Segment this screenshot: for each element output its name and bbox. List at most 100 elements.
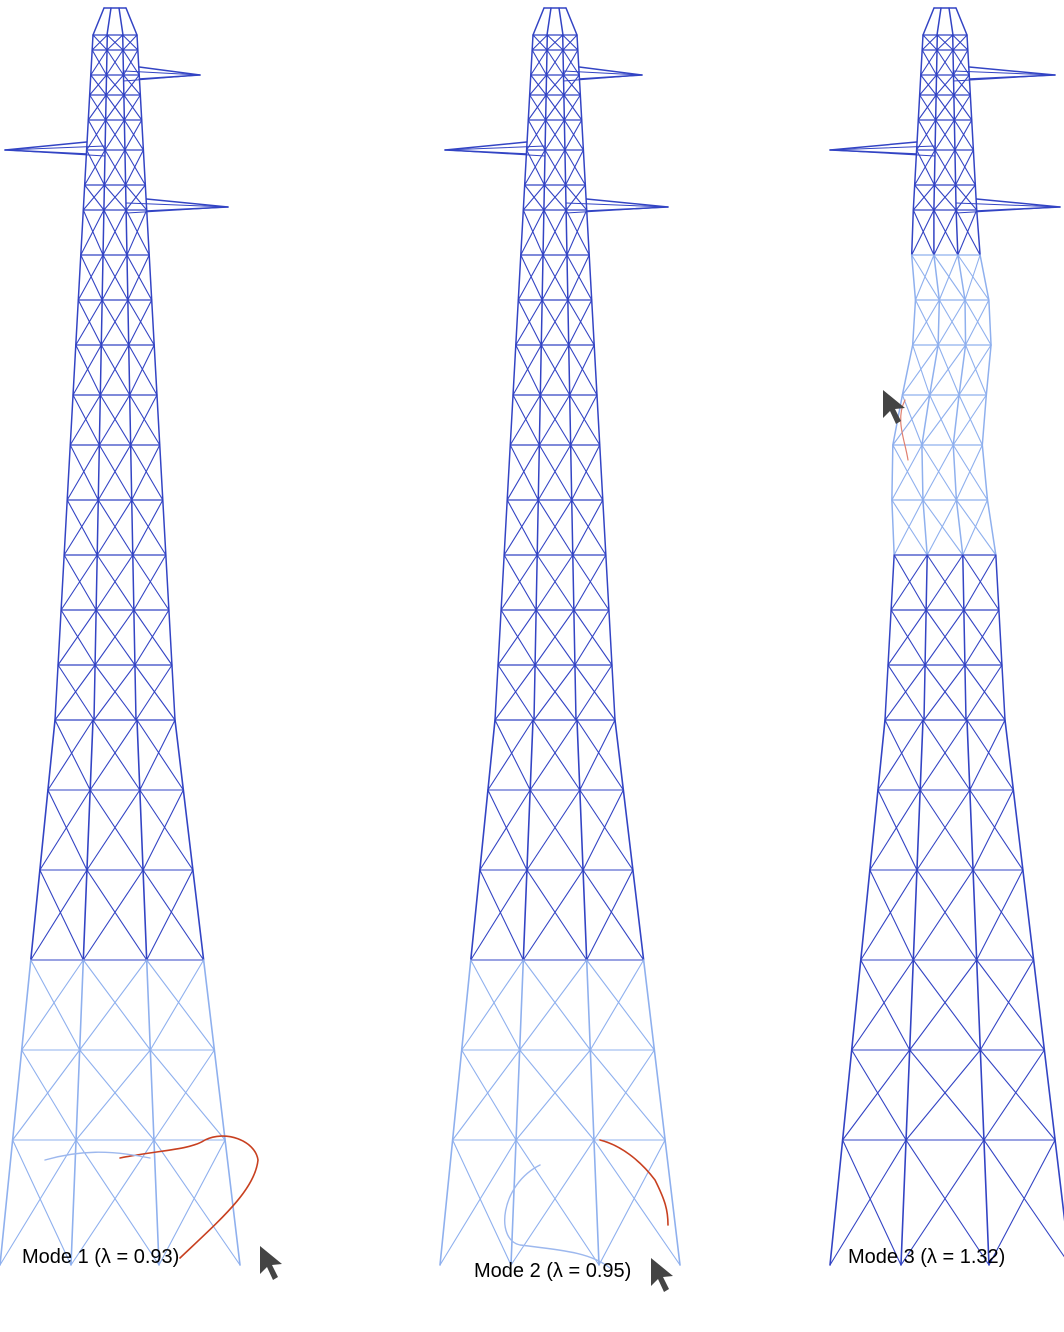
tower-member <box>921 444 924 501</box>
tower-member <box>97 444 132 501</box>
tower-member <box>921 34 938 51</box>
tower-member <box>158 1139 226 1266</box>
deformed-member <box>599 1139 669 1226</box>
tower-member <box>564 149 586 186</box>
tower-member <box>515 299 543 346</box>
tower-member <box>134 609 170 666</box>
tower-member <box>0 1139 14 1266</box>
tower-member <box>925 554 928 611</box>
tower-member <box>905 1049 911 1141</box>
tower-member <box>598 1139 666 1266</box>
tower-member <box>96 554 135 611</box>
tower-member <box>518 959 525 1051</box>
tower-member <box>912 869 974 961</box>
tower-member <box>577 49 580 76</box>
tower-member <box>94 609 135 666</box>
tower-member <box>540 299 569 346</box>
tower-member <box>892 444 924 501</box>
tower-member <box>569 444 573 501</box>
tower-member <box>545 49 564 76</box>
tower-member <box>860 959 911 1051</box>
tower-member <box>54 719 91 791</box>
tower-member <box>461 959 524 1051</box>
tower-member <box>968 66 1056 76</box>
tower-member <box>153 1049 215 1141</box>
tower-member <box>78 959 85 1051</box>
tower-member <box>135 664 173 721</box>
tower-member <box>916 789 921 871</box>
tower-member <box>842 1049 911 1141</box>
tower-member <box>986 499 997 556</box>
tower-member <box>537 444 541 501</box>
tower-member <box>57 609 97 666</box>
tower-member <box>851 1049 907 1141</box>
tower-member <box>928 344 939 396</box>
tower-member <box>911 299 917 346</box>
tower-member <box>891 499 895 556</box>
tower-member <box>539 344 543 396</box>
tower-member <box>952 444 989 501</box>
tower-member <box>937 344 960 396</box>
tower-member <box>102 209 127 256</box>
tower-member <box>576 719 624 791</box>
tower-member <box>153 344 158 396</box>
tower-member <box>104 149 127 186</box>
tower-member <box>509 394 541 446</box>
tower-member <box>158 444 164 501</box>
tower-member <box>532 7 545 36</box>
tower-member <box>497 609 502 666</box>
tower-member <box>520 209 525 256</box>
tower-member <box>86 119 107 151</box>
cursor-icon <box>883 390 905 424</box>
tower-member <box>122 70 201 76</box>
tower-member <box>983 1139 990 1266</box>
tower-member <box>82 959 151 1051</box>
tower-member <box>565 202 669 208</box>
tower-member <box>124 149 127 186</box>
caption: Mode 1 (λ = 0.93) <box>22 1246 179 1268</box>
tower-member <box>933 184 957 211</box>
tower-member <box>934 149 957 186</box>
tower-member <box>935 74 955 96</box>
tower-member <box>572 554 610 611</box>
tower-member <box>529 719 534 791</box>
tower-member <box>567 344 571 396</box>
tower-member <box>542 209 545 256</box>
tower-member <box>584 184 588 211</box>
tower-member <box>538 394 542 446</box>
tower-member <box>596 394 601 446</box>
tower-member <box>75 344 101 396</box>
tower-member <box>910 254 917 301</box>
tower-member <box>101 254 128 301</box>
tower-member <box>579 789 634 871</box>
tower-member <box>69 444 99 501</box>
tower-member <box>929 394 954 446</box>
tower-member <box>97 499 134 556</box>
tower-member <box>566 254 593 301</box>
tower-member <box>497 609 537 666</box>
tower-member <box>972 789 1014 871</box>
tower-member <box>82 869 144 961</box>
tower-member <box>77 254 104 301</box>
tower-member <box>571 444 601 501</box>
tower-member <box>444 145 546 151</box>
tower-member <box>585 209 590 256</box>
tower-member <box>921 394 931 446</box>
tower-member <box>515 344 541 396</box>
tower-member <box>972 869 1035 961</box>
tower-member <box>105 74 125 96</box>
tower-member <box>126 254 153 301</box>
tower-member <box>922 7 935 36</box>
tower-member <box>522 869 528 961</box>
tower-member <box>202 959 216 1051</box>
tower-member <box>925 554 964 611</box>
towers <box>0 7 1064 1266</box>
tower-member <box>579 94 583 121</box>
tower-member <box>922 444 954 501</box>
tower-member <box>515 299 520 346</box>
tower-member <box>510 1139 595 1266</box>
tower-member <box>470 869 528 961</box>
tower-member <box>909 959 978 1051</box>
tower-member <box>11 1049 23 1141</box>
tower-member <box>503 554 537 611</box>
